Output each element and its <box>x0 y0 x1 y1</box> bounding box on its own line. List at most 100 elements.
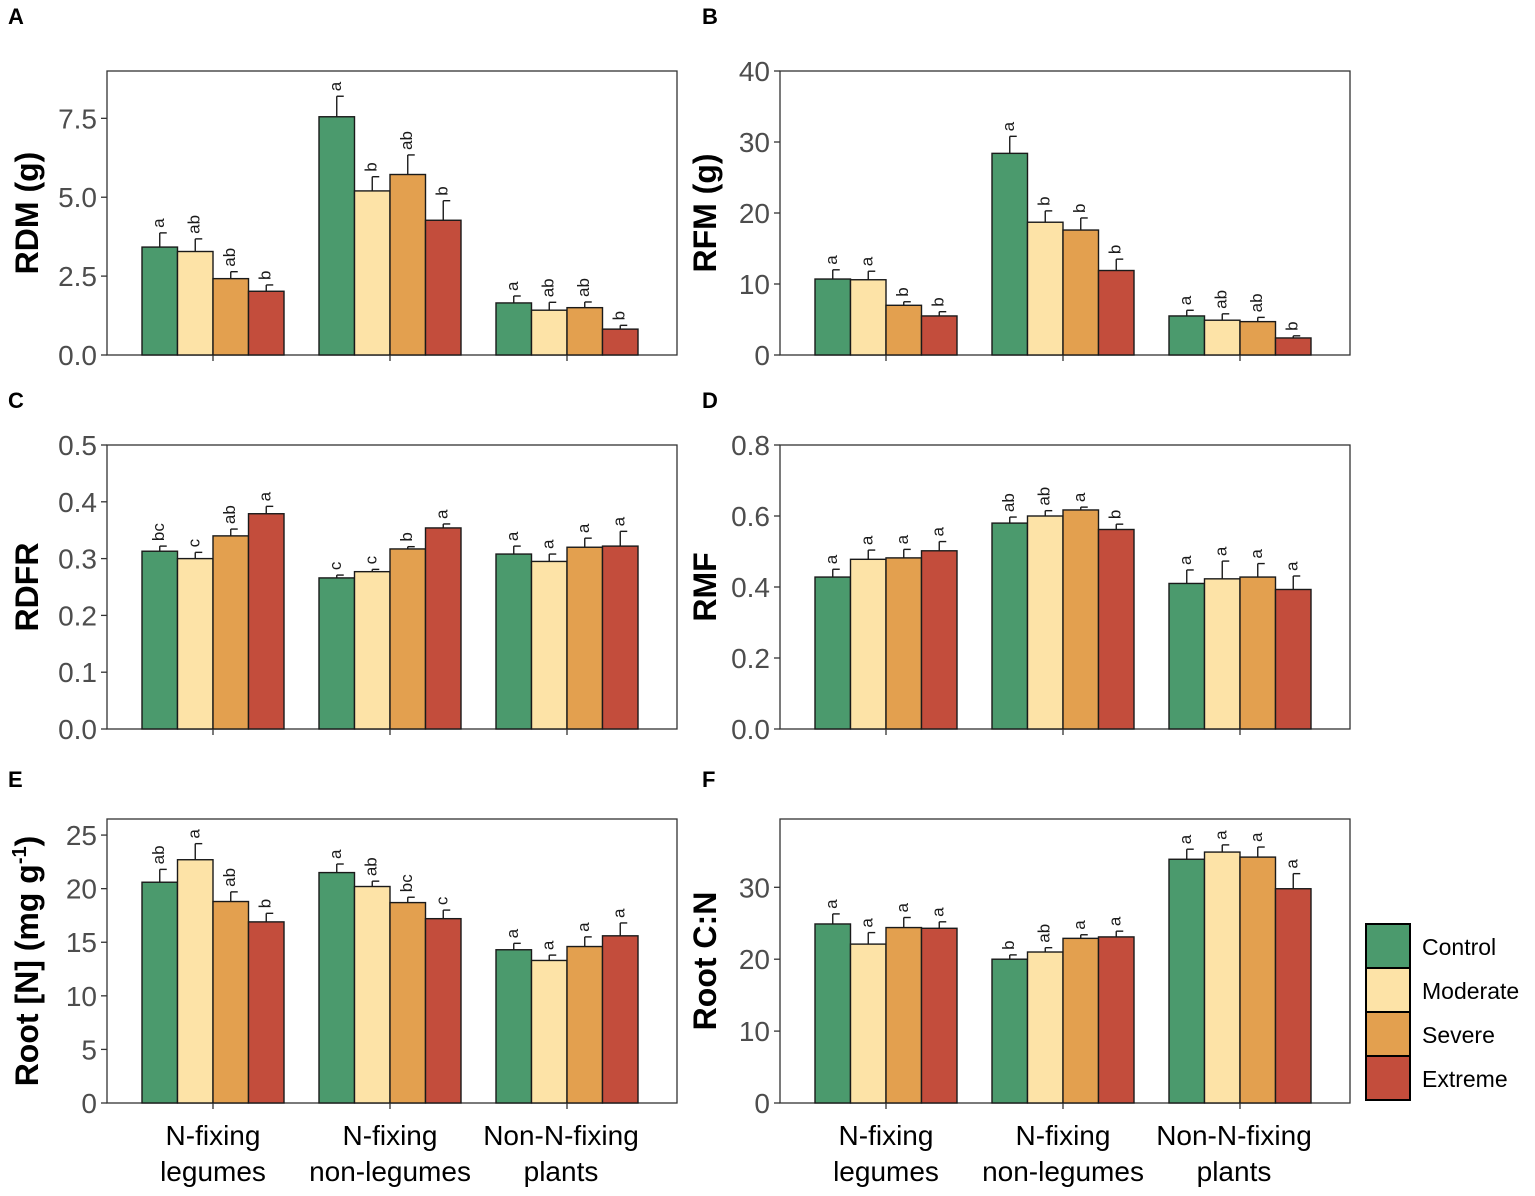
bar-f-severe <box>1062 937 1100 1104</box>
y-tick-label-b: 30 <box>739 127 770 158</box>
bar-c-severe <box>389 548 427 730</box>
significance-label-b: ab <box>1212 290 1231 309</box>
significance-label-e: a <box>185 829 204 839</box>
significance-label-b: a <box>822 255 841 265</box>
y-tick-label-d: 0.2 <box>731 643 770 674</box>
category-label-e: plants <box>524 1156 599 1187</box>
bar-e-severe <box>212 900 250 1104</box>
category-label-f: legumes <box>833 1156 939 1187</box>
y-axis-title-main-e: Root [N] (mg g <box>9 864 45 1086</box>
y-tick-label-a: 5.0 <box>58 182 97 213</box>
bar-d-severe <box>885 557 923 730</box>
y-axis-title-e: Root [N] (mg g-1) <box>9 836 45 1087</box>
bar-c-moderate <box>176 557 214 730</box>
bar-f-extreme <box>920 927 958 1104</box>
significance-label-f: a <box>1283 859 1302 869</box>
legend: Control Moderate Severe Extreme <box>1365 923 1519 1101</box>
significance-label-d: a <box>1283 561 1302 571</box>
legend-swatch-moderate <box>1365 967 1411 1013</box>
significance-label-c: a <box>610 516 629 526</box>
bar-d-control <box>814 576 852 730</box>
panel-e: E 0 5 10 15 20 25 Root [N] (mg g-1) ab a ab b N-fixi… <box>8 767 678 1187</box>
significance-label-c: a <box>256 491 275 501</box>
significance-label-b: b <box>1106 245 1125 254</box>
y-axis-title-a: RDM (g) <box>9 152 45 275</box>
bar-d-extreme <box>920 550 958 730</box>
significance-label-c: c <box>326 561 345 570</box>
y-tick-label-d: 0.8 <box>731 430 770 461</box>
significance-label-b: ab <box>1247 293 1266 312</box>
significance-label-c: a <box>574 523 593 533</box>
significance-label-a: ab <box>539 278 558 297</box>
bar-e-moderate <box>176 859 214 1104</box>
panel-letter-c: C <box>8 388 24 413</box>
significance-label-e: a <box>326 849 345 859</box>
bar-b-severe <box>885 304 923 356</box>
bar-a-moderate <box>176 250 214 356</box>
significance-label-c: a <box>503 531 522 541</box>
bar-c-moderate <box>353 570 391 730</box>
significance-label-f: a <box>1176 834 1195 844</box>
bar-a-extreme <box>601 328 639 356</box>
bar-b-moderate <box>849 279 887 356</box>
significance-label-d: a <box>1247 549 1266 559</box>
significance-label-d: a <box>822 554 841 564</box>
panel-letter-a: A <box>8 4 24 29</box>
significance-label-d: b <box>1106 510 1125 519</box>
y-tick-label-b: 0 <box>754 340 770 371</box>
bar-a-moderate <box>530 309 568 356</box>
panel-letter-d: D <box>702 388 718 413</box>
legend-swatch-extreme <box>1365 1055 1411 1101</box>
significance-label-a: ab <box>574 278 593 297</box>
significance-label-f: b <box>999 940 1018 949</box>
y-tick-label-d: 0.0 <box>731 714 770 745</box>
bar-b-extreme <box>1274 337 1312 356</box>
bar-b-control <box>1168 315 1206 356</box>
y-tick-label-f: 0 <box>754 1088 770 1119</box>
bar-f-control <box>814 923 852 1104</box>
significance-label-b: a <box>1176 295 1195 305</box>
significance-label-d: a <box>929 527 948 537</box>
y-axis-title-d: RMF <box>687 552 723 621</box>
bar-d-moderate <box>1026 515 1064 730</box>
bar-d-severe <box>1239 576 1277 730</box>
bar-a-severe <box>566 306 604 356</box>
y-tick-label-d: 0.6 <box>731 501 770 532</box>
bar-e-severe <box>566 945 604 1104</box>
bar-c-extreme <box>601 545 639 730</box>
bar-a-control <box>141 246 179 356</box>
bar-b-extreme <box>1097 269 1135 356</box>
category-label-e: N-fixing <box>166 1120 261 1151</box>
y-axis-title-b: RFM (g) <box>687 153 723 272</box>
bar-c-extreme <box>247 513 285 730</box>
category-label-e: Non-N-fixing <box>483 1120 639 1151</box>
panel-c: C 0.0 0.1 0.2 0.3 0.4 0.5 RDFR bc c ab a c c b a a a a a <box>8 388 678 745</box>
y-tick-label-c: 0.4 <box>58 487 97 518</box>
bar-a-control <box>318 116 356 356</box>
category-label-f: Non-N-fixing <box>1156 1120 1312 1151</box>
bar-d-control <box>1168 582 1206 730</box>
bar-d-extreme <box>1274 588 1312 730</box>
significance-label-f: a <box>1070 920 1089 930</box>
legend-label-moderate: Moderate <box>1422 978 1519 1004</box>
significance-label-e: c <box>433 896 452 905</box>
bar-c-extreme <box>424 527 462 730</box>
y-axis-title-sup-e: -1 <box>9 846 31 864</box>
category-label-f: plants <box>1197 1156 1272 1187</box>
significance-label-d: ab <box>999 493 1018 512</box>
panel-letter-f: F <box>702 767 715 792</box>
bar-a-extreme <box>247 290 285 356</box>
bar-a-severe <box>389 173 427 356</box>
significance-label-f: a <box>1247 832 1266 842</box>
bar-f-moderate <box>1203 851 1241 1104</box>
significance-label-b: b <box>1283 321 1302 330</box>
significance-label-a: a <box>149 218 168 228</box>
significance-label-f: a <box>858 918 877 928</box>
y-tick-label-e: 20 <box>66 874 97 905</box>
legend-swatch-control <box>1365 923 1411 969</box>
significance-label-d: ab <box>1035 487 1054 506</box>
panel-letter-e: E <box>8 767 23 792</box>
